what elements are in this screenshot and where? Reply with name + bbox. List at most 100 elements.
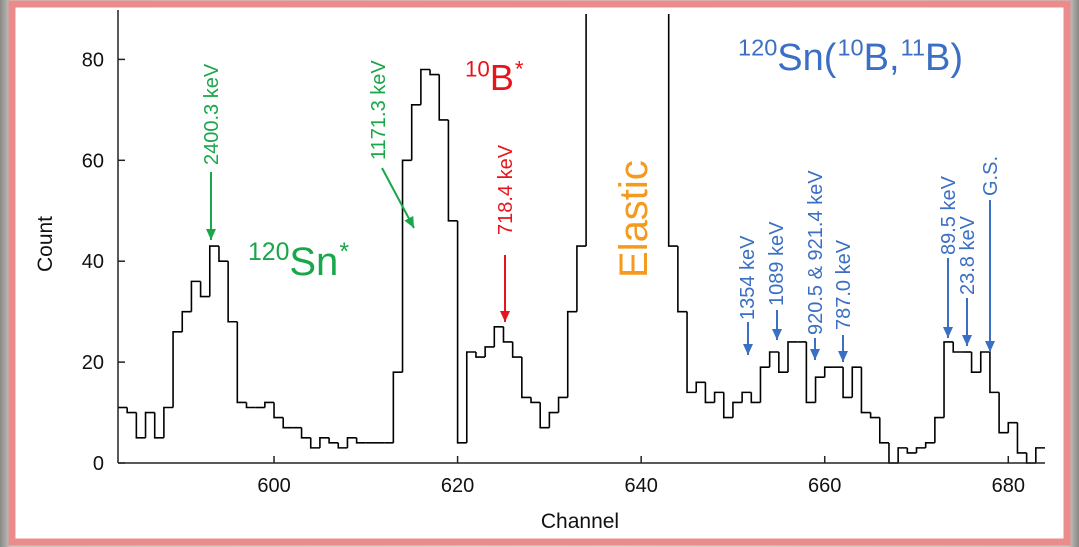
histogram-bin — [915, 447, 926, 453]
y-tick-label: 40 — [82, 251, 104, 273]
histogram-bin — [227, 261, 238, 323]
histogram-bin — [511, 341, 522, 358]
histogram-bin — [163, 406, 174, 438]
reaction-label: 120Sn(10B,11B) — [738, 35, 963, 79]
histogram-bin — [429, 69, 440, 76]
histogram-bin — [1016, 422, 1027, 454]
histogram-bin — [502, 326, 513, 343]
histogram-bin — [576, 245, 587, 312]
histogram-bin — [475, 352, 486, 358]
histogram-bin — [135, 412, 146, 439]
label-part: B, — [864, 37, 900, 79]
annotation-arrow — [381, 167, 415, 229]
histogram-bin — [934, 416, 945, 443]
y-tick-label: 80 — [82, 49, 104, 71]
histogram-bin — [282, 417, 293, 429]
superscript: 11 — [901, 35, 925, 61]
histogram-bin — [897, 447, 908, 463]
label-part: Sn — [289, 240, 338, 284]
histogram-bin — [1035, 447, 1045, 463]
histogram-bin — [346, 436, 357, 448]
histogram-bin — [860, 367, 871, 414]
histogram-bin — [484, 346, 495, 358]
annotation-label: 1354 keV — [737, 235, 759, 320]
histogram-bin — [851, 366, 862, 398]
arrow-head — [838, 351, 848, 362]
histogram-bin — [548, 411, 559, 428]
label-part: Sn( — [777, 37, 836, 79]
histogram-bin — [952, 341, 963, 353]
histogram-bin — [521, 357, 532, 399]
y-axis-label: Count — [34, 216, 57, 272]
histogram-bin — [778, 352, 789, 373]
histogram-bin — [401, 159, 412, 373]
histogram-bin — [447, 119, 458, 222]
arrow-head — [943, 327, 953, 338]
y-tick-label: 0 — [93, 453, 104, 475]
arrow-head — [500, 311, 510, 322]
superscript: 120 — [248, 239, 289, 266]
histogram-bin — [172, 331, 183, 408]
histogram-bin — [970, 352, 981, 373]
histogram-bin — [566, 310, 577, 398]
histogram-bin — [126, 407, 137, 414]
histogram-bin — [208, 245, 219, 297]
histogram-bin — [328, 437, 339, 444]
histogram — [118, 14, 1045, 464]
annotation-label: G.S. — [980, 156, 1002, 196]
histogram-bin — [823, 366, 834, 378]
arrow-head — [206, 229, 216, 240]
histogram-bin — [805, 341, 816, 404]
arrow-head — [985, 341, 995, 352]
histogram-bin — [768, 351, 779, 368]
histogram-bin — [814, 376, 825, 403]
annotation-label: 23.8 keV — [957, 215, 979, 295]
histogram-bin — [998, 392, 1009, 434]
annotation-label: 787.0 keV — [833, 239, 855, 330]
histogram-bin — [465, 351, 476, 443]
histogram-bin — [245, 402, 256, 409]
histogram-bin — [181, 310, 192, 332]
histogram-bin — [392, 371, 403, 443]
superscript: * — [339, 239, 349, 266]
annotation-label: 920.5 & 921.4 keV — [805, 170, 827, 335]
histogram-bin — [943, 341, 954, 418]
annotation-label: 89.5 keV — [938, 175, 960, 255]
histogram-bin — [190, 280, 201, 312]
histogram-bin — [438, 74, 449, 121]
histogram-bin — [713, 391, 724, 403]
histogram-bin — [585, 14, 587, 247]
label-part: B) — [925, 37, 963, 79]
histogram-bin — [539, 402, 550, 429]
annotation-label: 1171.3 keV — [368, 60, 390, 160]
x-axis-label: Channel — [541, 510, 619, 533]
histogram-bin — [989, 352, 1000, 394]
histogram-bin — [759, 366, 770, 403]
x-tick-label: 640 — [624, 475, 657, 497]
histogram-bin — [750, 392, 761, 404]
histogram-bin — [410, 104, 421, 161]
histogram-bin — [236, 321, 247, 404]
histogram-bin — [273, 402, 284, 419]
histogram-bin — [704, 382, 715, 404]
histogram-bin — [787, 341, 798, 373]
histogram-bin — [906, 447, 917, 454]
x-tick-label: 620 — [441, 475, 474, 497]
histogram-bin — [686, 311, 697, 394]
x-tick-label: 660 — [808, 475, 841, 497]
label-part: B — [490, 57, 514, 98]
frame — [8, 0, 1071, 546]
histogram-bin — [264, 401, 275, 408]
annotation-label: Elastic — [612, 160, 656, 278]
y-tick-label: 20 — [82, 352, 104, 374]
histogram-bin — [456, 220, 467, 444]
arrow-head — [772, 329, 782, 340]
histogram-bin — [309, 437, 320, 449]
arrow-head — [743, 344, 753, 355]
histogram-bin — [741, 391, 752, 403]
arrow-head — [404, 215, 414, 228]
reaction-label: 10B* — [465, 56, 524, 98]
histogram-bin — [337, 442, 348, 449]
